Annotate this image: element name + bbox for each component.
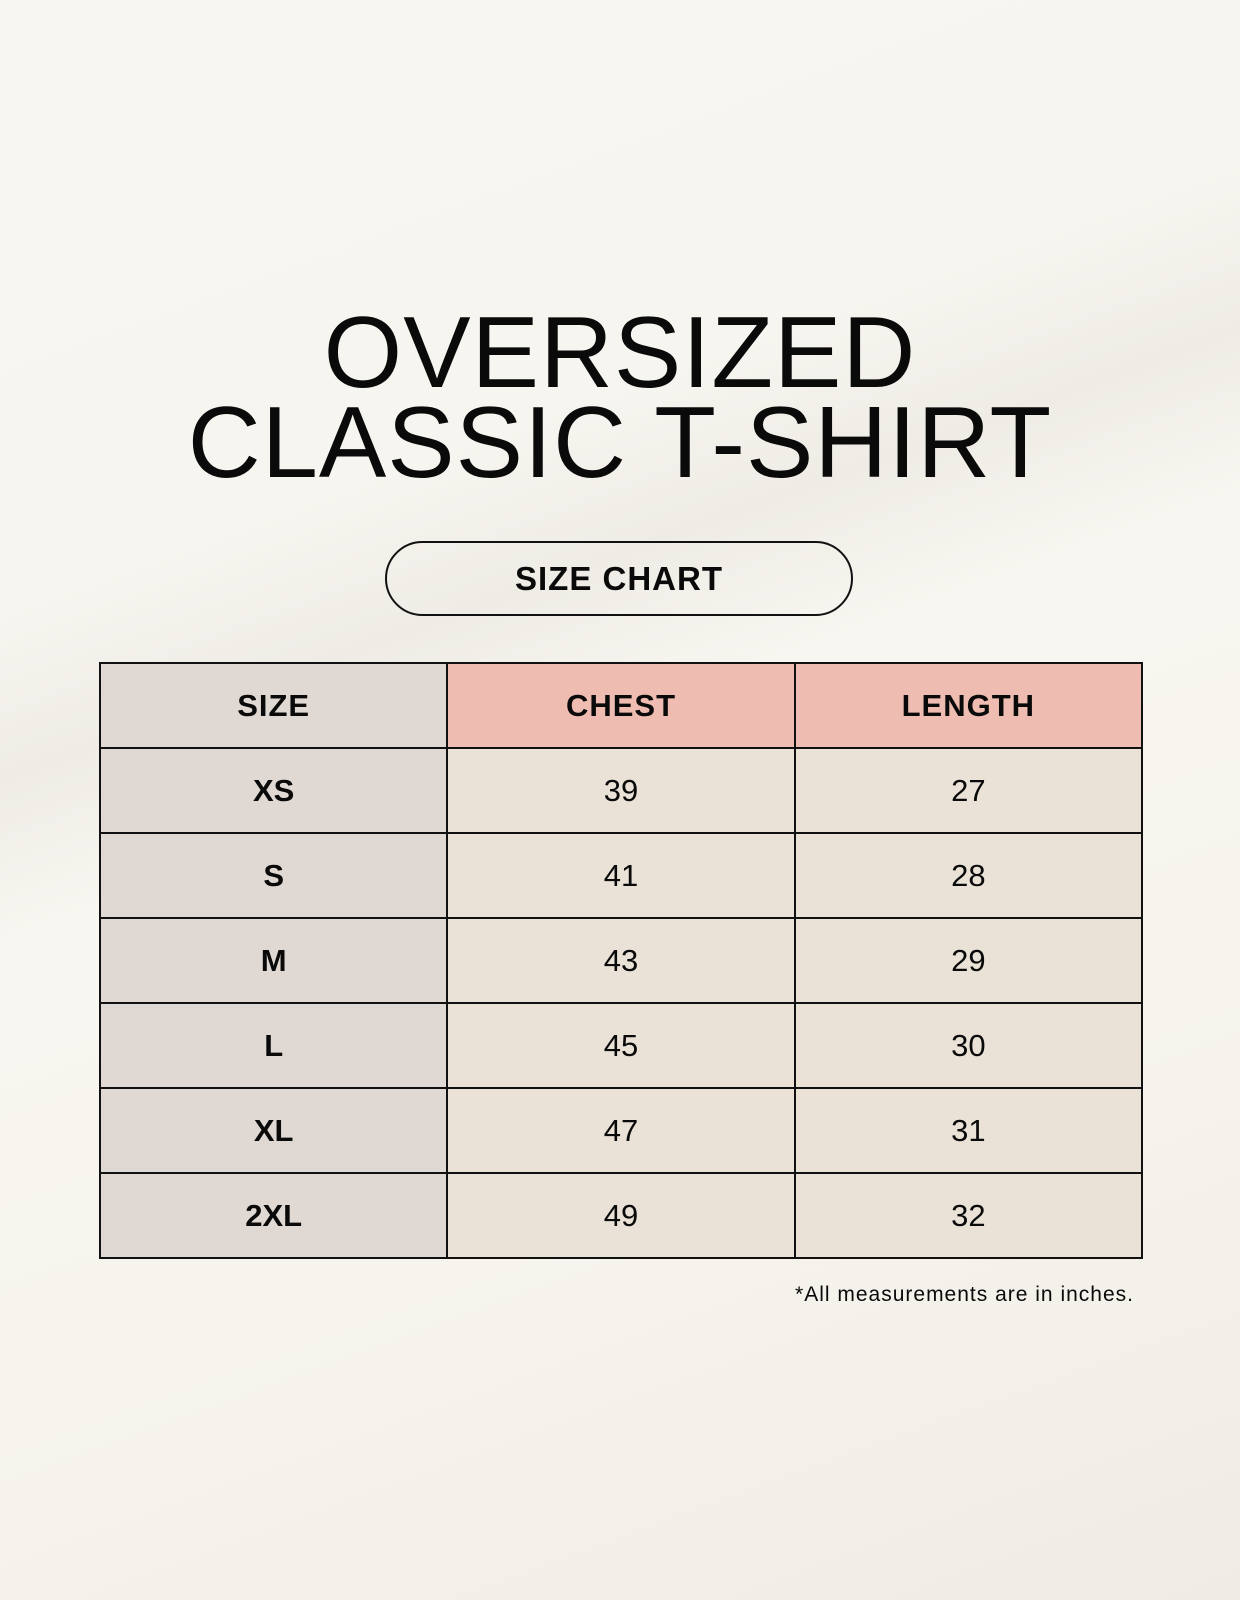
cell-length: 29 [793, 917, 1144, 1004]
cell-length: 30 [793, 1002, 1144, 1089]
header-chest: CHEST [446, 662, 796, 749]
cell-size: XS [98, 747, 449, 834]
title-line-1: OVERSIZED [323, 297, 917, 409]
table-row: XS 39 27 [98, 747, 1144, 834]
cell-length: 32 [793, 1172, 1144, 1259]
header-size: SIZE [98, 662, 449, 749]
cell-size: XL [98, 1087, 449, 1174]
cell-length: 28 [793, 832, 1144, 919]
cell-chest: 47 [446, 1087, 796, 1174]
cell-length: 31 [793, 1087, 1144, 1174]
table-row: L 45 30 [98, 1002, 1144, 1089]
table-row: M 43 29 [98, 917, 1144, 1004]
table-row: S 41 28 [98, 832, 1144, 919]
cell-chest: 45 [446, 1002, 796, 1089]
title-line-2: CLASSIC T-SHIRT [187, 387, 1053, 499]
cell-size: M [98, 917, 449, 1004]
size-table: SIZE CHEST LENGTH XS 39 27 S 41 28 M 43 29 L 45 30 X… [98, 662, 1144, 1259]
cell-size: 2XL [98, 1172, 449, 1259]
size-chart-badge: SIZE CHART [385, 541, 853, 616]
table-header-row: SIZE CHEST LENGTH [98, 662, 1144, 749]
footnote: *All measurements are in inches. [795, 1283, 1134, 1306]
header-length: LENGTH [793, 662, 1144, 749]
cell-chest: 43 [446, 917, 796, 1004]
cell-chest: 39 [446, 747, 796, 834]
cell-size: L [98, 1002, 449, 1089]
cell-chest: 41 [446, 832, 796, 919]
table-row: 2XL 49 32 [98, 1172, 1144, 1259]
cell-chest: 49 [446, 1172, 796, 1259]
cell-size: S [98, 832, 449, 919]
table-row: XL 47 31 [98, 1087, 1144, 1174]
cell-length: 27 [793, 747, 1144, 834]
